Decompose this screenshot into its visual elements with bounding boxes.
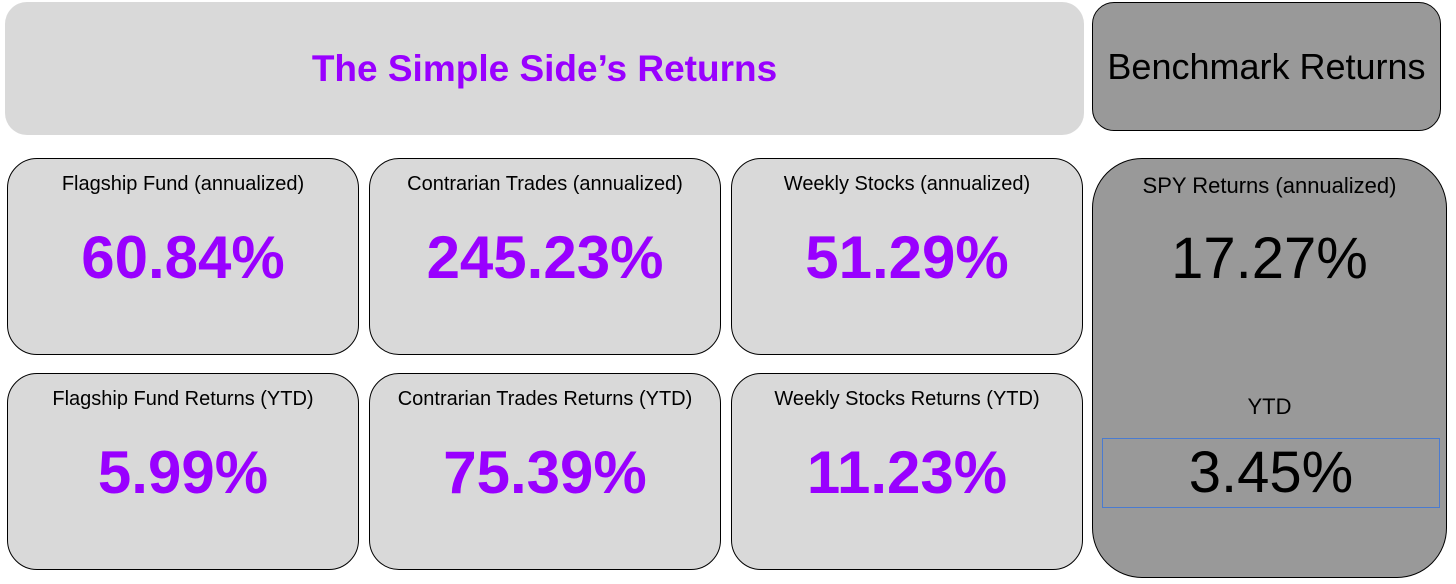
annualized-value: 17.27% <box>1171 226 1368 291</box>
return-card: Flagship Fund Returns (YTD) 5.99% <box>7 373 359 570</box>
annualized-label: SPY Returns (annualized) <box>1142 173 1397 198</box>
card-value: 75.39% <box>443 439 647 506</box>
return-card: Contrarian Trades (annualized) 245.23% <box>369 158 721 355</box>
card-label: Weekly Stocks Returns (YTD) <box>774 388 1040 410</box>
benchmark-panel: SPY Returns (annualized) 17.27% YTD 3.45… <box>1092 158 1447 578</box>
card-label: Flagship Fund (annualized) <box>61 173 305 195</box>
card-value: 5.99% <box>97 439 269 506</box>
card-value: 245.23% <box>426 224 664 291</box>
card-label: Weekly Stocks (annualized) <box>783 173 1031 195</box>
benchmark-header: Benchmark Returns <box>1092 2 1441 131</box>
card-value: 11.23% <box>806 439 1008 506</box>
ytd-box: 3.45% <box>1102 438 1440 508</box>
return-card: Contrarian Trades Returns (YTD) 75.39% <box>369 373 721 570</box>
ytd-label: YTD <box>1247 394 1292 419</box>
return-card: Weekly Stocks (annualized) 51.29% <box>731 158 1083 355</box>
card-value: 60.84% <box>81 224 285 291</box>
return-card: Weekly Stocks Returns (YTD) 11.23% <box>731 373 1083 570</box>
card-label: Contrarian Trades Returns (YTD) <box>397 388 693 410</box>
card-label: Contrarian Trades (annualized) <box>407 173 683 195</box>
return-card: Flagship Fund (annualized) 60.84% <box>7 158 359 355</box>
header-title: The Simple Side’s Returns <box>5 2 1084 135</box>
card-value: 51.29% <box>805 224 1009 291</box>
ytd-value: 3.45% <box>1188 440 1354 505</box>
card-label: Flagship Fund Returns (YTD) <box>52 388 314 410</box>
